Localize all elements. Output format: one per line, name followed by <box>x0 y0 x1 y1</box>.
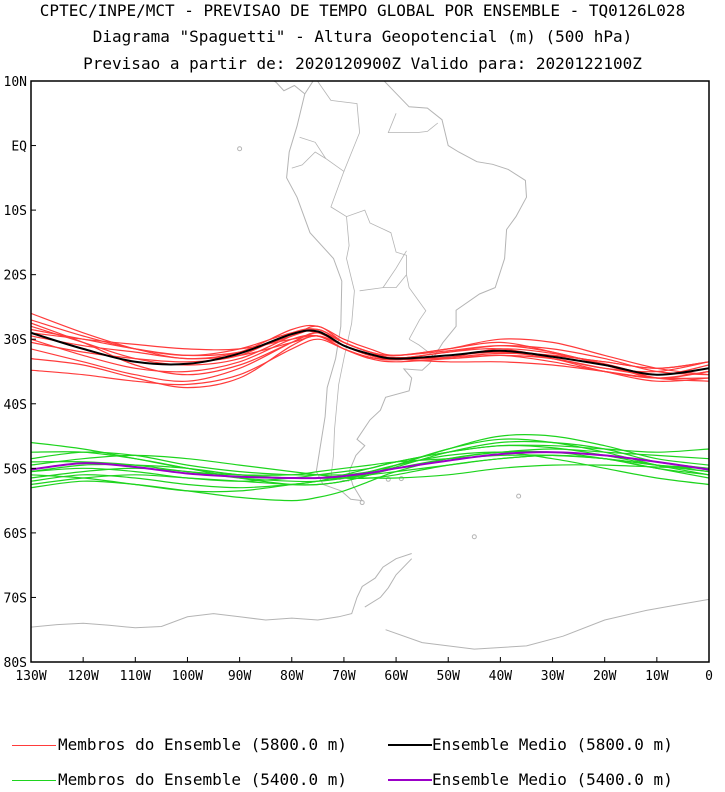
map-coastline-4 <box>385 598 709 650</box>
series-layer <box>31 312 709 502</box>
ensemble-member-green-line-22 <box>31 454 709 476</box>
ensemble-mean-black-line <box>31 329 709 376</box>
map-island-4 <box>471 534 477 540</box>
legend-label-black-mean: Ensemble Medio (5800.0 m) <box>432 735 673 754</box>
map-border-2 <box>359 274 407 292</box>
x-tick-label: 20W <box>593 669 617 684</box>
x-tick-label: 40W <box>489 669 513 684</box>
x-tick-label: 130W <box>15 669 46 684</box>
map-island-3 <box>516 493 522 499</box>
map-island-0 <box>359 500 365 506</box>
x-tick-label: 90W <box>228 669 252 684</box>
map-border-0 <box>299 81 361 173</box>
x-tick-label: 80W <box>280 669 304 684</box>
map-border-5 <box>291 151 326 169</box>
legend-swatch-purple <box>388 779 432 781</box>
x-tick-label: 100W <box>172 669 203 684</box>
ensemble-member-green-line-12 <box>31 444 709 482</box>
y-tick-label: 10S <box>4 204 27 219</box>
x-tick-label: 110W <box>120 669 151 684</box>
ensemble-member-green-line-13 <box>31 440 709 489</box>
y-tick-label: 50S <box>4 462 27 477</box>
y-tick-label: 60S <box>4 527 27 542</box>
legend-swatch-green <box>12 780 56 781</box>
map-outline <box>31 81 709 650</box>
plot-frame <box>30 80 710 663</box>
x-tick-label: 10W <box>645 669 669 684</box>
ensemble-member-red-line-7 <box>31 338 709 386</box>
map-border-6 <box>330 171 407 275</box>
x-tick-label: 30W <box>541 669 565 684</box>
x-tick-label: 120W <box>67 669 98 684</box>
map-island-1 <box>385 476 391 482</box>
map-border-4 <box>387 113 439 134</box>
y-tick-label: 70S <box>4 591 27 606</box>
map-island-5 <box>237 146 243 152</box>
y-tick-label: EQ <box>11 140 27 155</box>
map-coastline-1 <box>272 81 306 95</box>
legend-swatch-red <box>12 745 56 746</box>
legend-swatch-black <box>388 744 432 746</box>
legend-label-red-members: Membros do Ensemble (5800.0 m) <box>58 735 347 754</box>
x-tick-label: 50W <box>436 669 460 684</box>
y-tick-label: 80S <box>4 656 27 671</box>
map-border-8 <box>382 250 407 288</box>
legend-label-purple-mean: Ensemble Medio (5400.0 m) <box>432 770 673 789</box>
x-tick-label: 70W <box>332 669 356 684</box>
map-coastline-2 <box>31 553 412 629</box>
ensemble-mean-purple-line <box>31 451 709 480</box>
y-tick-label: 30S <box>4 333 27 348</box>
chart-title-line-2: Diagrama "Spaguetti" - Altura Geopotenci… <box>92 27 633 46</box>
ensemble-member-green-line-23 <box>31 444 709 493</box>
ensemble-member-red-line-10 <box>31 332 709 369</box>
chart-title-line-1: CPTEC/INPE/MCT - PREVISAO DE TEMPO GLOBA… <box>39 1 686 20</box>
chart-title-line-3: Previsao a partir de: 2020120900Z Valido… <box>83 54 642 73</box>
x-tick-label: 60W <box>384 669 408 684</box>
y-tick-label: 10N <box>4 75 27 90</box>
y-tick-label: 40S <box>4 398 27 413</box>
y-tick-label: 20S <box>4 269 27 284</box>
map-coastline-3 <box>364 558 413 608</box>
x-tick-label: 0 <box>705 669 713 684</box>
map-coastline-0 <box>286 81 528 502</box>
map-border-1 <box>330 216 355 482</box>
map-border-3 <box>406 274 427 340</box>
legend-label-green-members: Membros do Ensemble (5400.0 m) <box>58 770 347 789</box>
ensemble-member-red-line-11 <box>31 322 709 382</box>
map-island-2 <box>398 476 404 482</box>
